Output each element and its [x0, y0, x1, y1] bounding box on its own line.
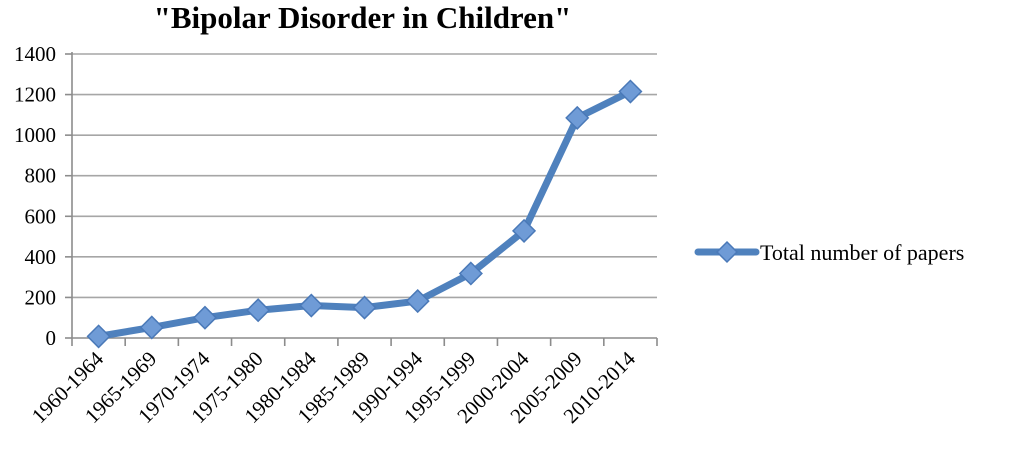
- y-tick-label: 1200: [14, 83, 56, 107]
- data-point: [192, 305, 218, 330]
- data-point: [86, 324, 111, 349]
- legend-marker: [715, 240, 739, 264]
- data-point: [405, 289, 430, 314]
- data-point: [618, 79, 643, 104]
- y-tick-label: 600: [25, 204, 57, 228]
- data-point: [458, 261, 483, 286]
- y-tick-label: 200: [25, 285, 57, 309]
- data-point: [511, 218, 537, 243]
- data-point: [246, 298, 271, 323]
- data-point: [352, 295, 377, 320]
- data-point: [565, 105, 590, 130]
- y-tick-label: 1400: [14, 42, 56, 66]
- data-point: [299, 293, 324, 318]
- data-point: [139, 315, 164, 340]
- y-tick-label: 400: [25, 245, 57, 269]
- y-tick-label: 1000: [14, 123, 56, 147]
- legend-label: Total number of papers: [760, 240, 964, 265]
- y-tick-label: 800: [25, 164, 57, 188]
- y-tick-label: 0: [46, 326, 57, 350]
- chart-title: "Bipolar Disorder in Children": [153, 0, 572, 35]
